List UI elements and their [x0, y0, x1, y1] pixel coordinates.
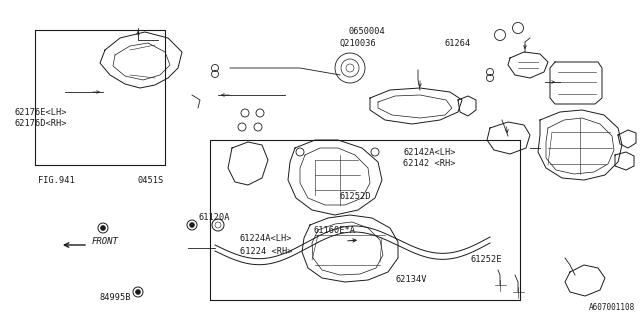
Circle shape — [136, 290, 141, 294]
Text: FRONT: FRONT — [92, 237, 119, 246]
Text: Q210036: Q210036 — [339, 39, 376, 48]
Text: 61224A<LH>: 61224A<LH> — [240, 234, 292, 243]
Text: 61252E: 61252E — [470, 255, 502, 264]
Circle shape — [100, 226, 106, 230]
Text: 62134V: 62134V — [396, 276, 427, 284]
Text: 62176D<RH>: 62176D<RH> — [14, 119, 67, 128]
Text: 61120A: 61120A — [198, 213, 230, 222]
Circle shape — [189, 222, 195, 228]
Text: 62142 <RH>: 62142 <RH> — [403, 159, 456, 168]
Text: 61264: 61264 — [445, 39, 471, 48]
Text: A607001108: A607001108 — [589, 303, 635, 312]
Text: 61252D: 61252D — [339, 192, 371, 201]
Text: 62142A<LH>: 62142A<LH> — [403, 148, 456, 156]
Text: 61160E*A: 61160E*A — [314, 226, 356, 235]
Text: 0650004: 0650004 — [349, 27, 385, 36]
Text: 0451S: 0451S — [138, 176, 164, 185]
Text: 61224 <RH>: 61224 <RH> — [240, 247, 292, 256]
Text: 62176E<LH>: 62176E<LH> — [14, 108, 67, 116]
Text: FIG.941: FIG.941 — [38, 176, 75, 185]
Text: 84995B: 84995B — [99, 293, 131, 302]
